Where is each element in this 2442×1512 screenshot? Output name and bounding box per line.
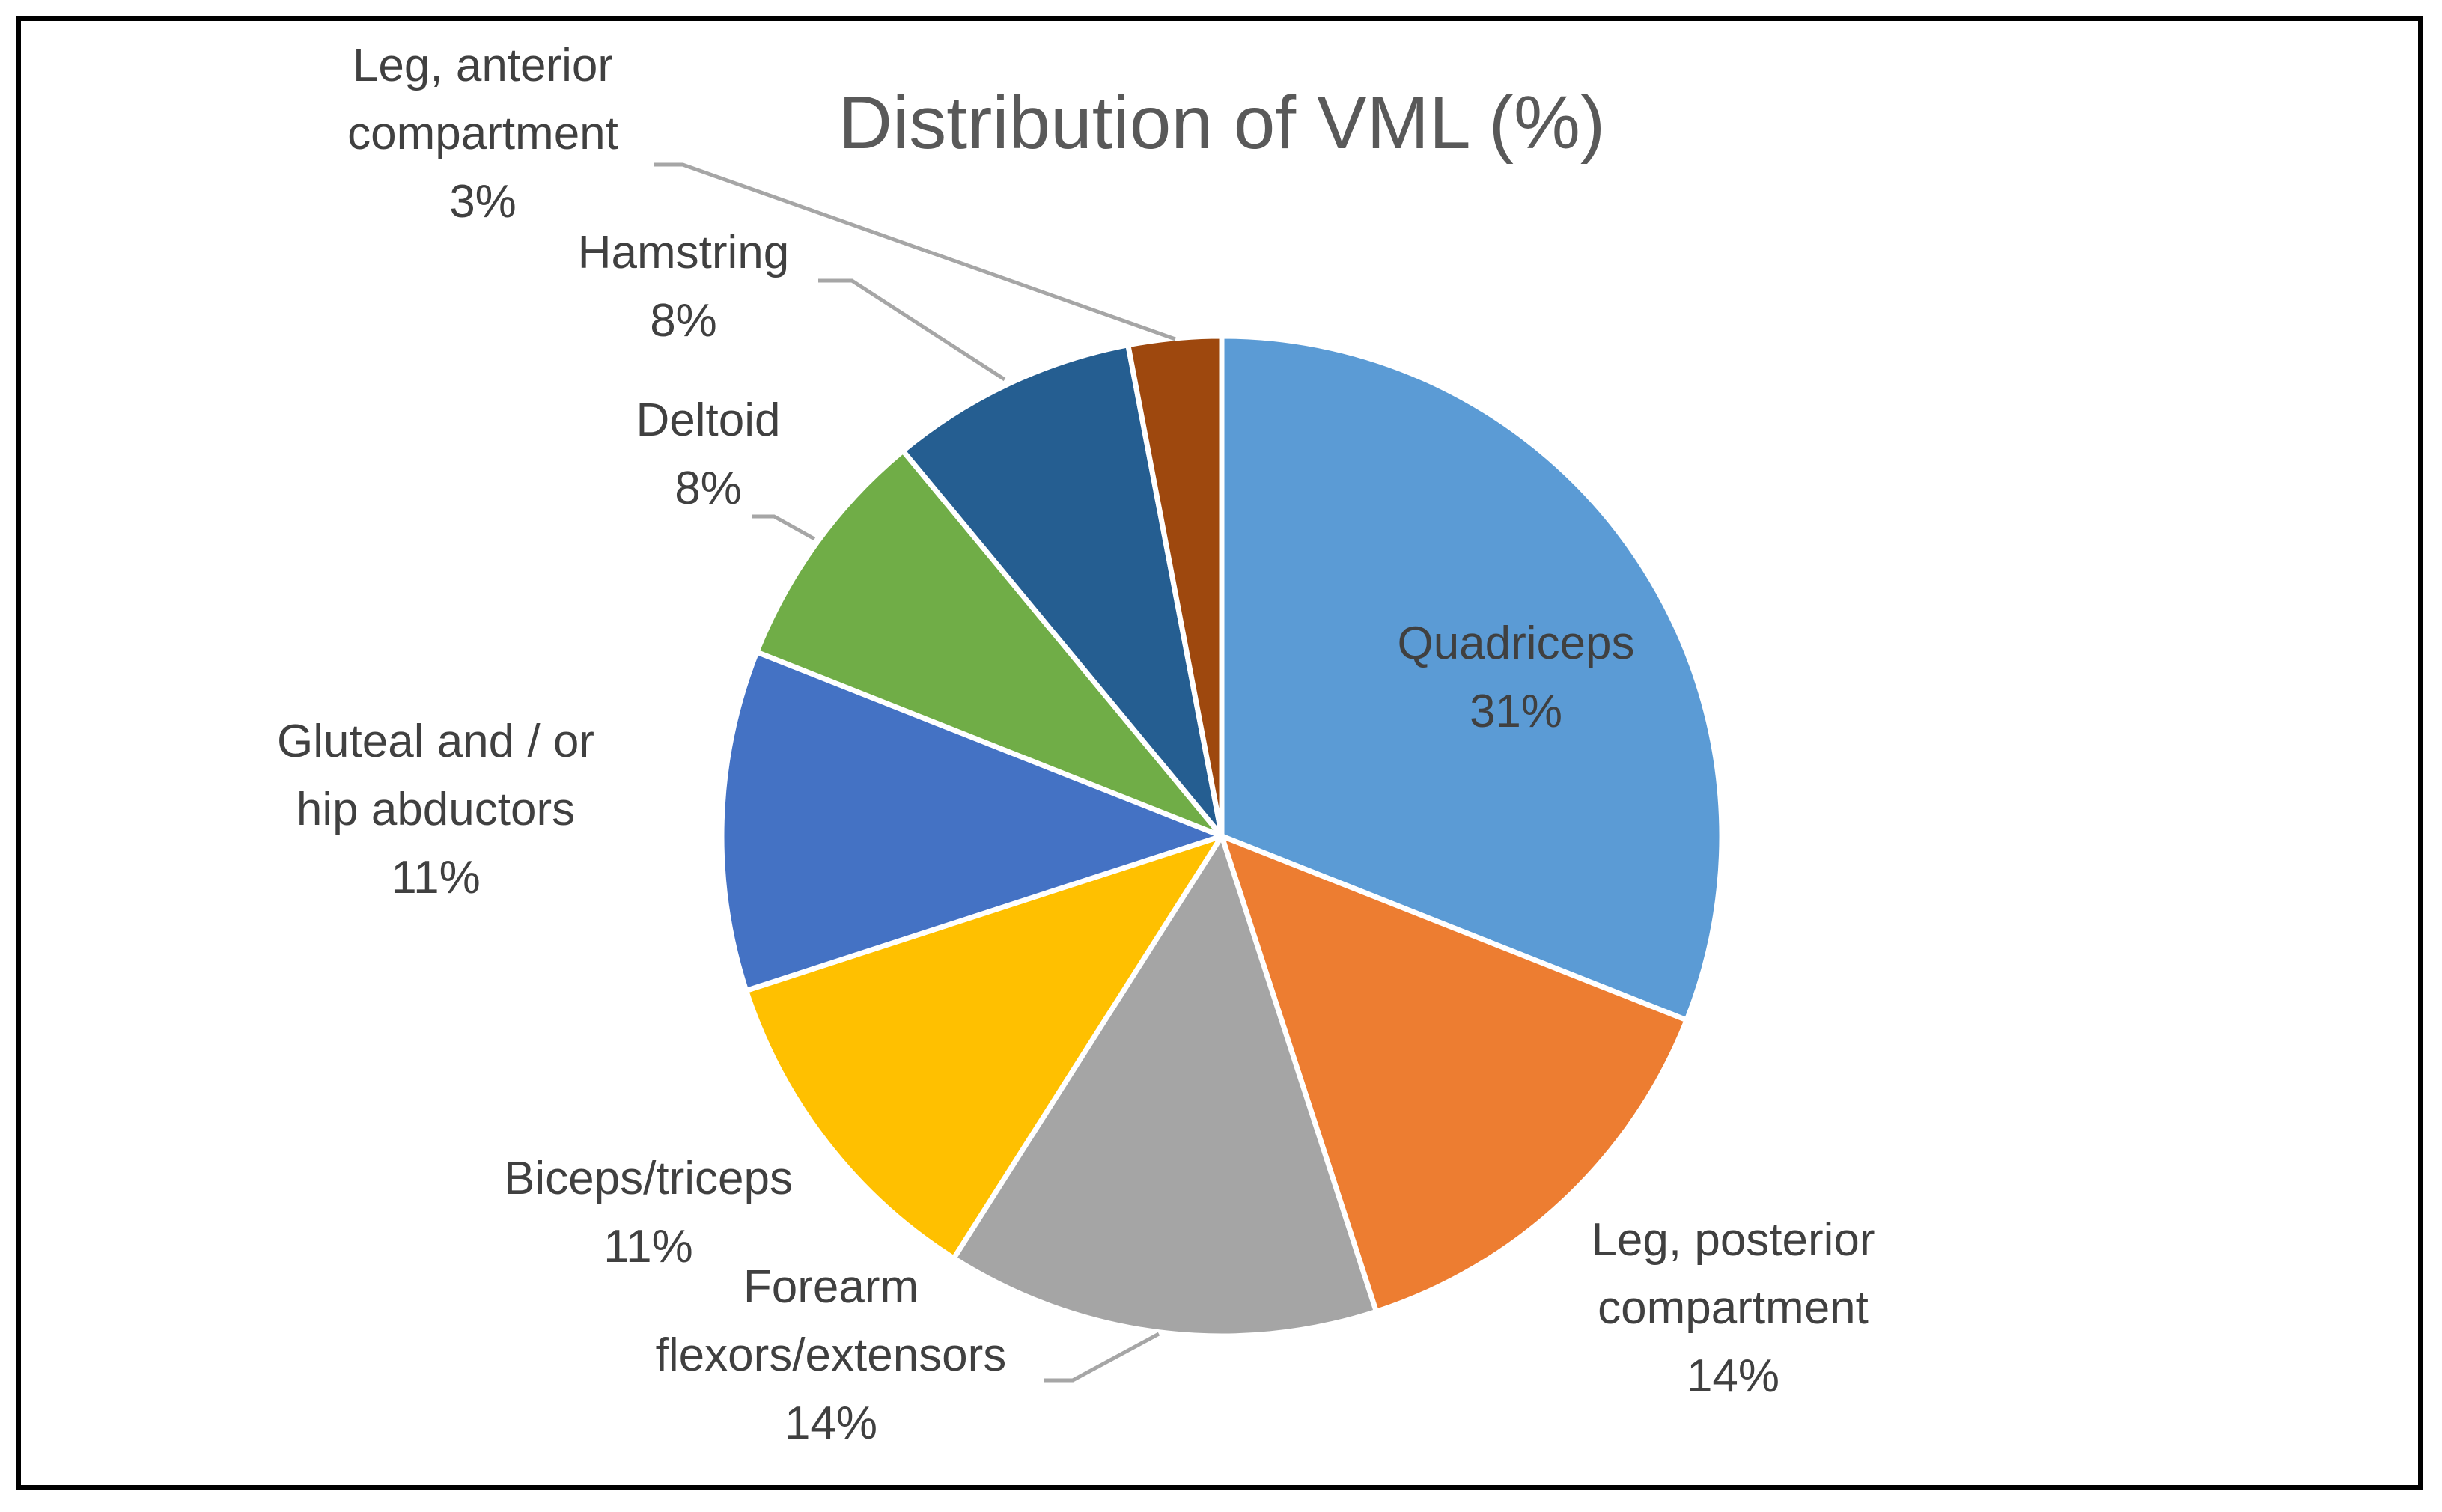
slice-value-label: 11%: [391, 852, 481, 903]
leader-line-forearm-flexors-extensors: [1044, 1332, 1160, 1383]
pie-slice-hamstring: [900, 342, 1225, 839]
slice-label-biceps-triceps: Biceps/triceps 11%: [504, 1153, 793, 1272]
slice-value-label: 8%: [675, 463, 742, 514]
slice-label-hamstring: Hamstring 8%: [578, 227, 790, 347]
slice-name-label: Leg, posterior: [1591, 1214, 1875, 1266]
leader-line-hamstring: [818, 278, 1006, 382]
leader-lines: [654, 162, 1176, 1383]
slice-name-label: flexors/extensors: [656, 1329, 1007, 1381]
pie-slice-forearm-flexors-extensors: [951, 833, 1379, 1339]
slice-name-label: Quadriceps: [1397, 618, 1634, 669]
slice-name-label: hip abductors: [296, 784, 575, 835]
slice-name-label: Biceps/triceps: [504, 1153, 793, 1204]
leader-line-deltoid: [752, 514, 816, 541]
slice-value-label: 14%: [785, 1397, 877, 1449]
pie-slice-gluteal-and-or-hip-abductors: [719, 649, 1225, 993]
slice-name-label: compartment: [1598, 1282, 1869, 1334]
slice-label-forearm-flexors-extensors: Forearm flexors/extensors 14%: [656, 1261, 1007, 1449]
slice-label-quadriceps: Quadriceps 31%: [1397, 618, 1634, 737]
slice-label-deltoid: Deltoid 8%: [636, 394, 781, 514]
pie-slice-deltoid: [754, 448, 1225, 839]
slice-name-label: Gluteal and / or: [277, 716, 594, 767]
slice-label-gluteal-and-or-hip-abductors: Gluteal and / or hip abductors 11%: [277, 716, 594, 903]
slice-value-label: 14%: [1687, 1350, 1779, 1402]
slice-label-leg-anterior-compartment: Leg, anterior compartment 3%: [347, 40, 618, 228]
leader-line-leg-anterior-compartment: [654, 162, 1176, 341]
slice-name-label: Forearm: [743, 1261, 919, 1313]
slice-name-label: Leg, anterior: [353, 40, 613, 91]
pie-slice-biceps-triceps: [743, 833, 1225, 1261]
chart-title: Distribution of VML (%): [838, 81, 1605, 165]
slice-value-label: 3%: [449, 176, 517, 228]
slice-value-label: 11%: [603, 1221, 693, 1272]
slice-name-label: compartment: [347, 108, 618, 159]
slice-name-label: Deltoid: [636, 394, 781, 446]
slice-labels: Quadriceps 31% Leg, posterior compartment 14…: [277, 40, 1875, 1449]
slice-value-label: 31%: [1470, 686, 1562, 737]
slice-label-leg-posterior-compartment: Leg, posterior compartment 14%: [1591, 1214, 1875, 1402]
pie-slices: [719, 333, 1725, 1339]
pie-slice-quadriceps: [1219, 333, 1725, 1023]
slice-value-label: 8%: [650, 295, 717, 347]
slice-name-label: Hamstring: [578, 227, 790, 278]
